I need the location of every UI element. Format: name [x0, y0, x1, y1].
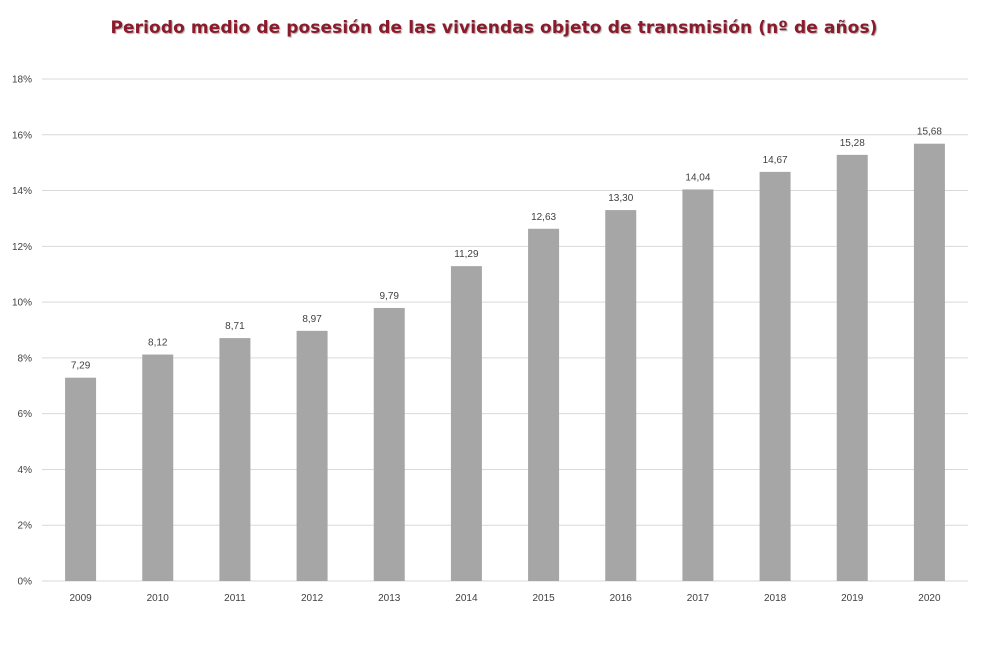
- data-label: 12,63: [531, 212, 556, 223]
- bar-2020: [913, 143, 945, 582]
- bars: [65, 143, 945, 582]
- chart-title: Periodo medio de posesión de las viviend…: [110, 18, 878, 38]
- x-axis-ticks: 2009 2010 2011 2012 2013 2014 2015 2016 2017 2018…: [69, 593, 941, 604]
- data-label: 15,68: [917, 127, 942, 138]
- bar-2012: [296, 330, 328, 581]
- x-tick-label: 2011: [224, 593, 246, 604]
- gridlines: [42, 78, 968, 582]
- x-tick-label: 2009: [69, 593, 92, 604]
- data-label: 8,71: [225, 321, 245, 332]
- y-tick-label: 6%: [18, 409, 33, 420]
- data-labels: 7,29 8,12 8,71 8,97 9,79 11,29 12,63 13,30 14,04…: [71, 127, 943, 372]
- x-tick-label: 2020: [918, 593, 941, 604]
- bar-2017: [682, 189, 714, 581]
- x-tick-label: 2019: [841, 593, 864, 604]
- y-tick-label: 10%: [12, 298, 32, 309]
- y-tick-label: 12%: [12, 242, 32, 253]
- x-tick-label: 2010: [147, 593, 170, 604]
- y-tick-label: 16%: [12, 130, 32, 141]
- bar-2011: [219, 338, 251, 581]
- x-tick-label: 2018: [764, 593, 787, 604]
- bar-2018: [759, 171, 791, 581]
- data-label: 7,29: [71, 361, 91, 372]
- x-tick-label: 2017: [687, 593, 710, 604]
- data-label: 14,67: [763, 155, 788, 166]
- data-label: 14,04: [685, 172, 710, 183]
- bar-2013: [373, 307, 405, 581]
- data-label: 9,79: [380, 291, 400, 302]
- y-tick-label: 8%: [18, 353, 33, 364]
- x-tick-label: 2014: [455, 593, 478, 604]
- x-tick-label: 2013: [378, 593, 401, 604]
- y-tick-label: 14%: [12, 186, 32, 197]
- bar-2019: [836, 154, 868, 581]
- x-tick-label: 2015: [532, 593, 555, 604]
- x-tick-label: 2012: [301, 593, 324, 604]
- data-label: 15,28: [840, 138, 865, 149]
- data-label: 8,12: [148, 338, 168, 349]
- bar-2015: [528, 228, 560, 581]
- y-tick-label: 0%: [18, 577, 33, 588]
- bar-2010: [142, 354, 174, 581]
- data-label: 8,97: [302, 314, 322, 325]
- x-tick-label: 2016: [610, 593, 633, 604]
- y-tick-label: 4%: [18, 465, 33, 476]
- y-tick-label: 18%: [12, 75, 32, 86]
- y-tick-label: 2%: [18, 521, 33, 532]
- bar-2016: [605, 210, 637, 582]
- y-axis-ticks: 0% 2% 4% 6% 8% 10% 12% 14% 16% 18%: [12, 75, 32, 588]
- data-label: 11,29: [454, 249, 479, 260]
- bar-2014: [450, 266, 482, 581]
- data-label: 13,30: [608, 193, 633, 204]
- bar-2009: [65, 377, 97, 581]
